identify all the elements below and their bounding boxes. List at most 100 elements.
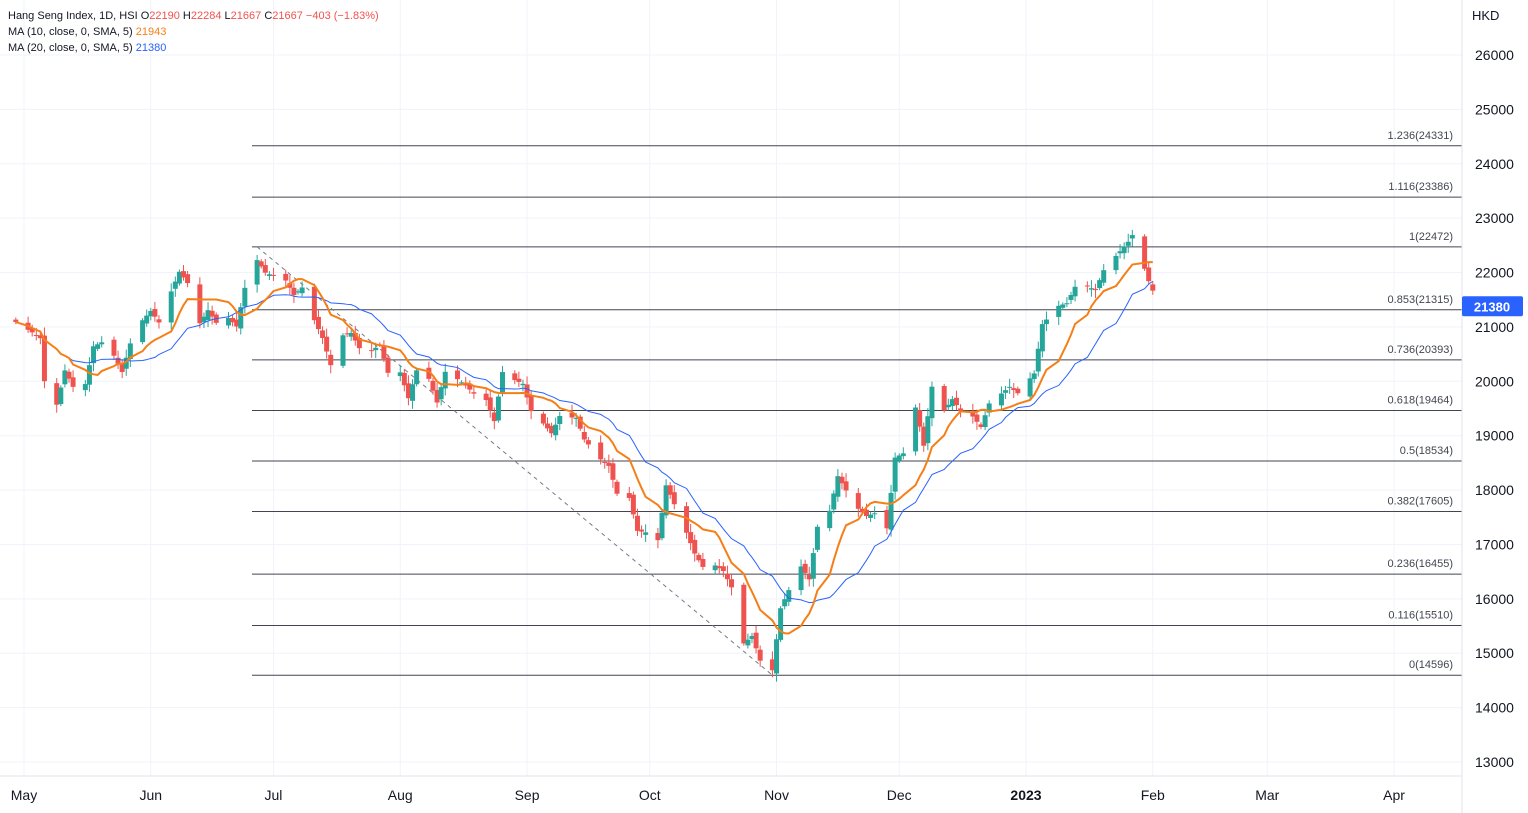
candle-body bbox=[782, 599, 788, 607]
candle-body bbox=[66, 371, 72, 379]
candle-body bbox=[1072, 286, 1078, 297]
fib-level-label: 0.382(17605) bbox=[1388, 496, 1453, 508]
candle-body bbox=[258, 261, 264, 267]
fib-level-label: 1.236(24331) bbox=[1388, 130, 1453, 142]
candle-body bbox=[1043, 319, 1049, 325]
candle-body bbox=[111, 339, 117, 356]
legend-title: Hang Seng Index, 1D, HSI bbox=[8, 10, 138, 22]
candle-body bbox=[716, 566, 722, 569]
candle-body bbox=[892, 457, 898, 492]
candle-body bbox=[270, 274, 276, 276]
candle-body bbox=[1035, 348, 1041, 372]
candle-body bbox=[712, 565, 718, 571]
candle-body bbox=[941, 386, 947, 411]
candle-body bbox=[688, 532, 694, 544]
candle-body bbox=[1039, 324, 1045, 352]
price-tick-label: 15000 bbox=[1475, 645, 1514, 661]
legend-main-row[interactable]: Hang Seng Index, 1D, HSI O22190 H22284 L… bbox=[8, 8, 379, 24]
time-axis[interactable]: May Jun Jul Aug Sep Oct Nov Dec 2023 Feb Mar Apr bbox=[11, 787, 1406, 803]
price-tick-label: 17000 bbox=[1475, 536, 1514, 552]
price-badge-label: 21380 bbox=[1474, 299, 1510, 314]
candle-body bbox=[896, 455, 902, 461]
legend-close: 21667 bbox=[272, 10, 303, 22]
fibonacci-retracement[interactable]: 1.236(24331) 1.116(23386) 1(22472) 0.853(21… bbox=[252, 130, 1462, 676]
candle-body bbox=[156, 319, 162, 323]
price-axis[interactable]: 13000 14000 15000 16000 17000 18000 19000 20000… bbox=[1475, 47, 1514, 770]
candle-body bbox=[37, 335, 43, 339]
candle-body bbox=[1129, 235, 1135, 239]
legend-low: 21667 bbox=[230, 10, 262, 22]
legend-ma20-row[interactable]: MA (20, close, 0, SMA, 5) 21380 bbox=[8, 40, 379, 56]
candle-body bbox=[242, 287, 248, 307]
candle-body bbox=[328, 354, 334, 366]
candle-body bbox=[921, 426, 927, 446]
candle-body bbox=[234, 319, 240, 327]
candle-body bbox=[569, 412, 575, 418]
candle-body bbox=[119, 363, 125, 373]
candle-body bbox=[802, 563, 808, 573]
candle-body bbox=[626, 493, 632, 498]
candle-body bbox=[1007, 386, 1013, 388]
candle-body bbox=[814, 526, 820, 550]
candle-body bbox=[373, 347, 379, 351]
candle-body bbox=[929, 386, 935, 419]
candle-body bbox=[405, 383, 411, 399]
fib-level-label: 0.5(18534) bbox=[1400, 445, 1453, 457]
candle-body bbox=[806, 574, 812, 580]
candle-body bbox=[1146, 267, 1152, 282]
candle-body bbox=[540, 413, 546, 424]
price-tick-label: 16000 bbox=[1475, 591, 1514, 607]
candle-body bbox=[557, 416, 563, 424]
candle-body bbox=[91, 346, 97, 364]
candle-body bbox=[1060, 304, 1066, 308]
time-tick-label: Feb bbox=[1141, 787, 1165, 803]
candle-body bbox=[884, 510, 890, 529]
fib-level-label: 0.236(16455) bbox=[1388, 558, 1453, 570]
time-tick-label: Dec bbox=[887, 787, 912, 803]
candle-body bbox=[692, 539, 698, 554]
candle-body bbox=[230, 318, 236, 323]
candle-body bbox=[970, 411, 976, 417]
candle-body bbox=[148, 310, 154, 317]
candle-body bbox=[835, 476, 841, 497]
candle-body bbox=[197, 284, 203, 324]
candle-body bbox=[99, 342, 105, 345]
legend-low-label: L bbox=[224, 10, 231, 22]
candle-body bbox=[95, 344, 101, 349]
candle-body bbox=[426, 367, 432, 379]
candle-body bbox=[430, 380, 436, 391]
price-tick-label: 24000 bbox=[1475, 156, 1514, 172]
candle-body bbox=[516, 378, 522, 382]
candle-body bbox=[397, 372, 403, 377]
candle-body bbox=[741, 584, 747, 644]
candle-body bbox=[29, 327, 35, 333]
price-tick-label: 14000 bbox=[1475, 700, 1514, 716]
candle-body bbox=[172, 281, 178, 289]
candle-body bbox=[442, 371, 448, 389]
candle-body bbox=[749, 635, 755, 640]
candle-body bbox=[1011, 388, 1017, 391]
candle-body bbox=[283, 273, 289, 281]
candle-body bbox=[863, 509, 869, 516]
legend-ma10-row[interactable]: MA (10, close, 0, SMA, 5) 21943 bbox=[8, 24, 379, 40]
candle-body bbox=[769, 659, 775, 671]
candle-body bbox=[311, 286, 317, 321]
time-tick-label: Aug bbox=[388, 787, 413, 803]
candle-body bbox=[917, 410, 923, 427]
candle-body bbox=[70, 377, 76, 387]
candle-body bbox=[144, 315, 150, 324]
candle-body bbox=[958, 408, 964, 412]
candle-body bbox=[827, 510, 833, 529]
legend-change: −403 (−1.83%) bbox=[305, 10, 379, 22]
candle-body bbox=[577, 416, 583, 429]
candle-body bbox=[1068, 294, 1074, 300]
candle-body bbox=[671, 492, 677, 505]
candle-body bbox=[1084, 285, 1090, 287]
candle-body bbox=[459, 382, 465, 384]
candle-body bbox=[798, 566, 804, 591]
legend-open-label: O bbox=[140, 10, 150, 22]
time-tick-label: Nov bbox=[764, 787, 789, 803]
candle-body bbox=[82, 384, 88, 391]
candle-body bbox=[757, 649, 763, 661]
